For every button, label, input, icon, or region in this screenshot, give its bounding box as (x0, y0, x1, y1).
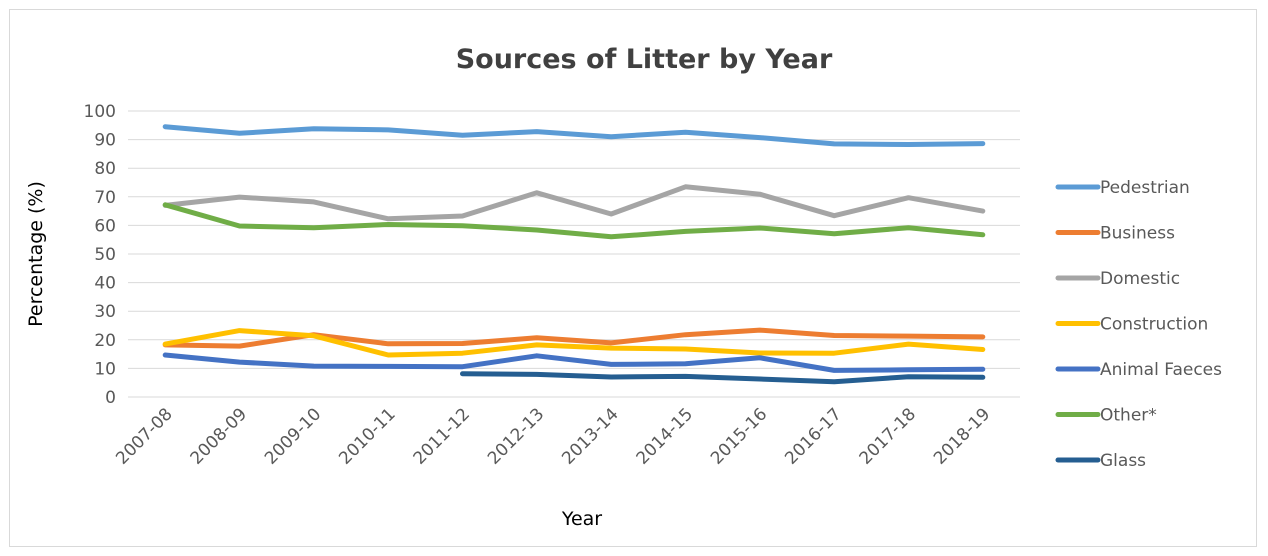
series-line-glass (460, 371, 986, 385)
x-tick-label: 2007-08 (112, 404, 176, 468)
x-tick-labels: 2007-08 2008-09 2009-10 2010-11 2011-12 2012-… (112, 404, 994, 468)
legend: Pedestrian Business Domestic Construction An… (1055, 178, 1222, 471)
y-tick-label: 20 (94, 331, 116, 351)
legend-label: Animal Faeces (1100, 360, 1222, 380)
x-tick-label: 2010-11 (335, 404, 399, 468)
gridlines (128, 110, 1020, 398)
series-line-pedestrian (162, 124, 986, 147)
legend-label: Other* (1100, 406, 1157, 426)
y-tick-label: 70 (94, 188, 116, 208)
series-line-domestic (162, 184, 986, 222)
chart-title: Sources of Litter by Year (456, 44, 833, 75)
legend-label: Domestic (1100, 269, 1180, 289)
x-tick-label: 2011-12 (410, 404, 474, 468)
x-axis-title: Year (561, 508, 602, 530)
x-tick-label: 2015-16 (707, 404, 771, 468)
y-tick-label: 60 (94, 216, 116, 236)
y-tick-labels: 0 10 20 30 40 50 60 70 80 90 100 (84, 102, 116, 408)
chart-frame (9, 9, 1257, 547)
y-tick-label: 10 (94, 359, 116, 379)
y-tick-label: 40 (94, 274, 116, 294)
y-tick-label: 100 (84, 102, 116, 122)
y-axis-title: Percentage (%) (25, 181, 47, 327)
legend-label: Construction (1100, 315, 1208, 335)
x-tick-label: 2016-17 (781, 404, 845, 468)
y-tick-label: 0 (105, 388, 116, 408)
x-tick-label: 2008-09 (187, 404, 251, 468)
x-tick-label: 2017-18 (856, 404, 920, 468)
series-lines (162, 124, 986, 385)
legend-label: Glass (1100, 451, 1146, 471)
x-tick-label: 2012-13 (484, 404, 548, 468)
y-tick-label: 80 (94, 159, 116, 179)
y-tick-label: 30 (94, 302, 116, 322)
x-tick-label: 2018-19 (930, 404, 994, 468)
x-tick-label: 2014-15 (633, 404, 697, 468)
series-line-other (162, 202, 986, 240)
legend-label: Pedestrian (1100, 178, 1190, 198)
series-line-animal-faeces (162, 352, 986, 373)
series-line-construction (162, 328, 986, 358)
y-tick-label: 50 (94, 245, 116, 265)
y-tick-label: 90 (94, 131, 116, 151)
x-tick-label: 2013-14 (558, 404, 622, 468)
legend-label: Business (1100, 224, 1175, 244)
x-tick-label: 2009-10 (261, 404, 325, 468)
